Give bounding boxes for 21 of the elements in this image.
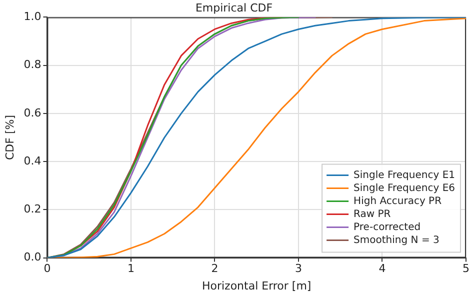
x-tick-label: 0 [44,262,51,276]
y-tick-label: 0.2 [24,202,42,216]
y-tick-label: 0.4 [24,154,42,168]
y-axis-title: CDF [%] [3,114,16,160]
legend-label: High Accuracy PR [354,196,442,207]
legend-label: Smoothing N = 3 [354,234,440,246]
chart-title: Empirical CDF [195,1,273,14]
legend-label: Pre-corrected [354,222,421,233]
legend-label: Raw PR [354,208,391,220]
y-tick-label: 0.8 [24,58,42,72]
x-tick-label: 5 [462,262,470,276]
x-tick-label: 3 [294,262,302,276]
x-tick-label: 1 [127,262,134,276]
x-tick-label: 2 [211,262,218,276]
legend-label: Single Frequency E1 [354,170,456,181]
y-tick-label: 0.6 [24,106,42,120]
legend-label: Single Frequency E6 [354,182,456,194]
y-tick-label: 1.0 [24,10,42,24]
y-tick-label: 0.0 [24,250,42,264]
x-axis-title: Horizontal Error [m] [202,279,312,292]
x-tick-label: 4 [378,262,386,276]
